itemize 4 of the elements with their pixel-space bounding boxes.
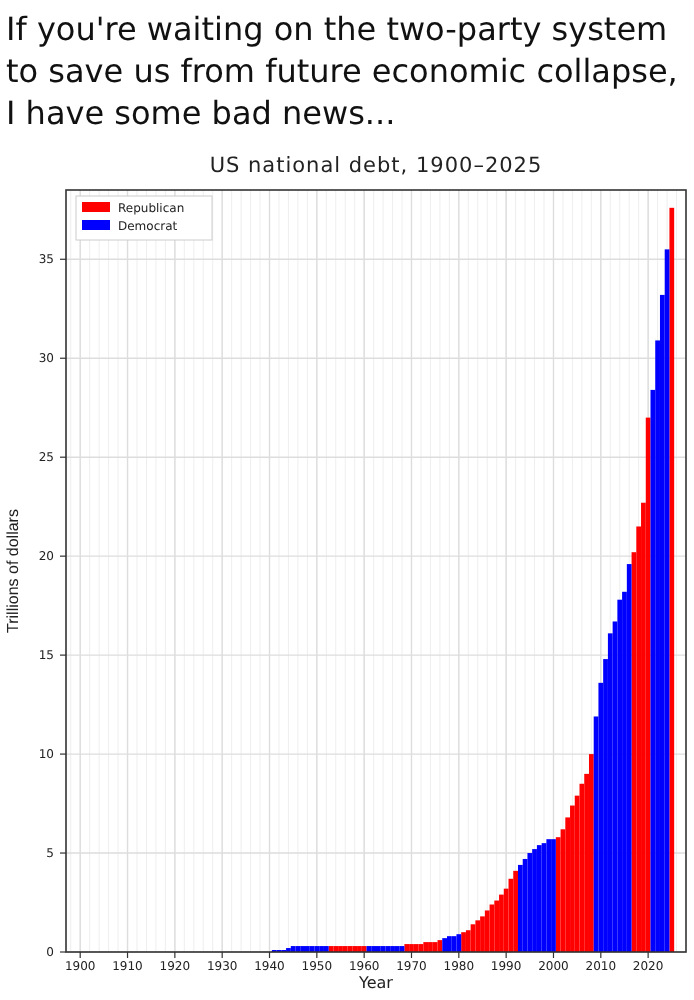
x-axis-title: Year: [357, 974, 395, 992]
chart-subtitle: US national debt, 1900–2025: [209, 154, 543, 178]
y-axis-title: Trillions of dollars: [4, 509, 22, 633]
chart-title: If you're waiting on the two-party system to save us from future economic collapse, I have some bad news...: [6, 10, 678, 132]
